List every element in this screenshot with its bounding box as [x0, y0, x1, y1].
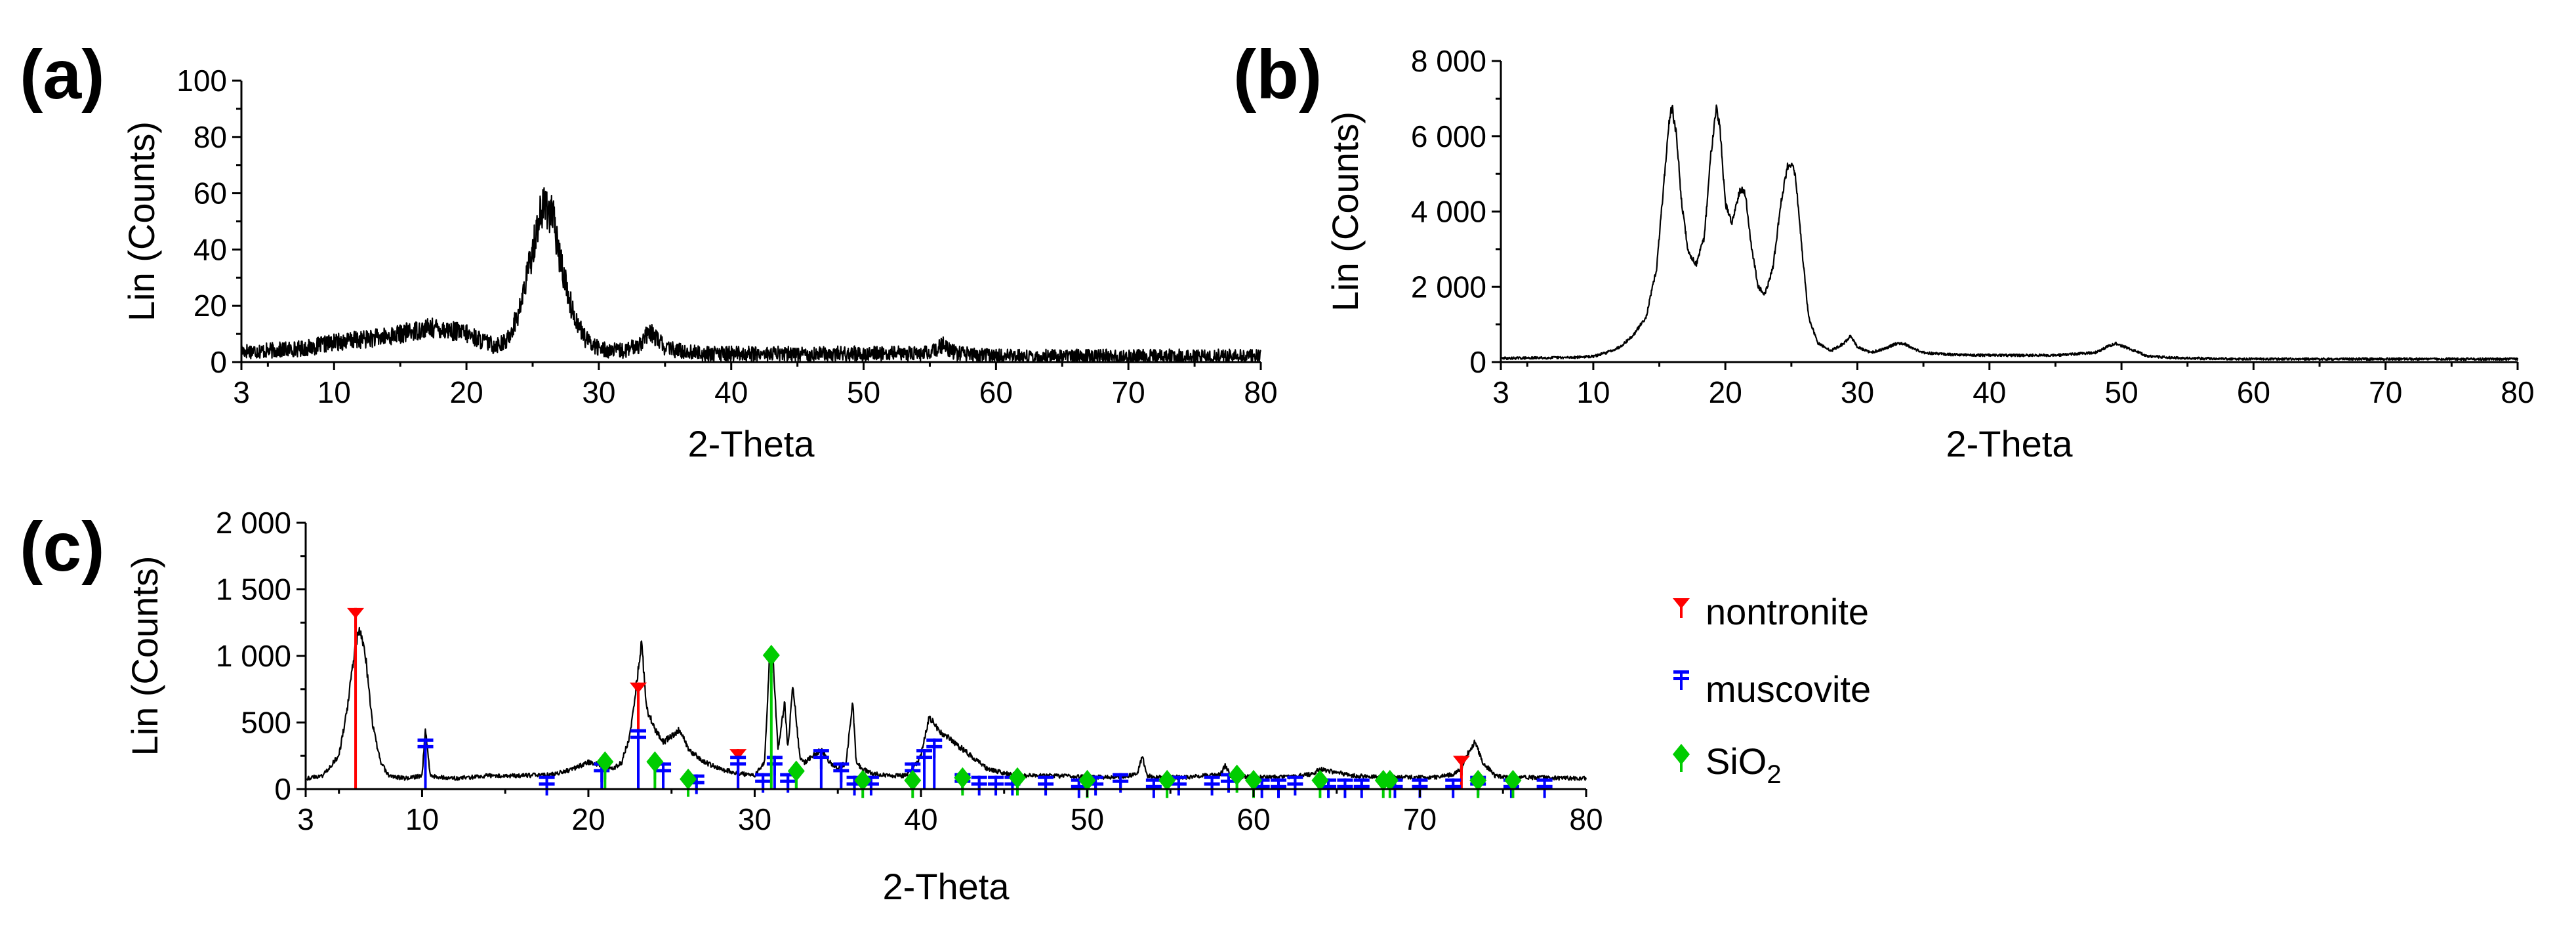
legend-label-nontronite: nontronite [1706, 591, 1869, 632]
sio2-marker-icon [1671, 743, 1691, 773]
legend-label-muscovite: muscovite [1706, 668, 1871, 710]
chart-panel-a: (a) 3 10 20 30 40 50 60 70 80 0 20 40 60 80 100 2-Theta… [20, 36, 1278, 464]
x-tick-label-a: 30 [582, 375, 615, 409]
y-tick-label-b: 8 000 [1411, 44, 1486, 78]
x-tick-label-b: 80 [2501, 375, 2534, 409]
x-tick-label-c: 60 [1237, 802, 1270, 836]
x-axis-title-c: 2-Theta [883, 866, 1010, 907]
x-tick-label-c: 20 [571, 802, 605, 836]
y-axis-title-b: Lin (Counts) [1324, 112, 1366, 312]
y-tick-label-b: 6 000 [1411, 119, 1486, 153]
reference-marker-muscovite [915, 748, 934, 771]
x-tick-label-c: 30 [738, 802, 771, 836]
x-tick-label-c: 10 [405, 802, 439, 836]
panel-label-c: (c) [20, 508, 105, 586]
y-tick-label-c: 2 000 [216, 506, 291, 540]
reference-marker-muscovite [970, 774, 989, 797]
x-tick-label-b: 50 [2105, 375, 2138, 409]
reference-marker-muscovite [832, 761, 851, 784]
x-tick-label-b: 10 [1576, 375, 1610, 409]
x-tick-label-a: 70 [1112, 375, 1145, 409]
y-tick-label-c: 0 [274, 772, 291, 806]
panel-label-a: (a) [20, 36, 105, 113]
legend-item-nontronite: nontronite [1671, 591, 1869, 632]
y-tick-label-a: 0 [210, 345, 227, 379]
x-tick-label-c: 70 [1403, 802, 1437, 836]
x-tick-label-a: 3 [233, 375, 250, 409]
reference-marker-nontronite [346, 606, 366, 629]
x-tick-label-b: 40 [1973, 375, 2006, 409]
reference-marker-muscovite [1286, 774, 1305, 797]
reference-marker-nontronite [628, 681, 649, 704]
legend: nontronite muscovite SiO2 [1671, 591, 1871, 789]
y-tick-label-a: 80 [194, 120, 227, 154]
data-series-line-a [240, 187, 1262, 363]
reference-marker-muscovite [629, 727, 648, 750]
x-tick-label-c: 50 [1071, 802, 1104, 836]
x-tick-label-c: 3 [297, 802, 314, 836]
x-tick-label-b: 30 [1841, 375, 1874, 409]
data-series-line-c [305, 626, 1587, 781]
y-tick-label-c: 1 500 [216, 573, 291, 607]
reference-marker-muscovite [765, 754, 784, 777]
reference-marker-sio2 [1503, 768, 1523, 800]
x-tick-label-a: 80 [1244, 375, 1277, 409]
reference-marker-muscovite [416, 737, 435, 760]
x-axis-title-b: 2-Theta [1946, 423, 2074, 464]
x-tick-label-a: 60 [979, 375, 1013, 409]
x-tick-label-b: 20 [1709, 375, 1742, 409]
y-tick-label-a: 40 [194, 232, 227, 266]
reference-marker-sio2 [761, 643, 781, 674]
legend-item-muscovite: muscovite [1672, 668, 1871, 710]
y-axis-title-c: Lin (Counts) [124, 556, 165, 756]
reference-marker-muscovite [1202, 774, 1221, 797]
panel-label-b: (b) [1233, 36, 1322, 113]
y-tick-label-a: 20 [194, 289, 227, 323]
x-tick-label-b: 60 [2237, 375, 2270, 409]
x-tick-label-c: 40 [904, 802, 937, 836]
x-tick-label-a: 40 [714, 375, 748, 409]
x-tick-label-a: 20 [450, 375, 483, 409]
reference-marker-muscovite [925, 737, 944, 760]
reference-marker-muscovite [1036, 774, 1055, 797]
x-tick-label-b: 70 [2369, 375, 2402, 409]
chart-panel-b: (b) 3 10 20 30 40 50 60 70 80 0 2 000 4 000 6 000 8 0… [1233, 36, 2535, 464]
y-tick-label-b: 2 000 [1411, 270, 1486, 304]
legend-label-sio2: SiO2 [1706, 741, 1782, 789]
y-tick-label-c: 500 [241, 706, 291, 740]
x-tick-label-b: 3 [1492, 375, 1509, 409]
reference-marker-muscovite [537, 774, 556, 797]
legend-item-sio2: SiO2 [1671, 741, 1782, 789]
y-tick-label-a: 60 [194, 176, 227, 211]
nontronite-marker-icon [1671, 597, 1691, 619]
reference-marker-muscovite [811, 748, 830, 771]
y-tick-label-b: 4 000 [1411, 195, 1486, 229]
x-tick-label-a: 50 [847, 375, 880, 409]
x-tick-label-c: 80 [1569, 802, 1603, 836]
chart-panel-c: (c) 3 10 20 30 40 50 60 70 80 0 500 1 000 1 500 2 000… [20, 506, 1603, 907]
y-axis-title-a: Lin (Counts) [121, 121, 162, 321]
y-tick-label-a: 100 [176, 64, 227, 98]
data-series-line-b [1500, 104, 2519, 361]
y-tick-label-b: 0 [1469, 345, 1486, 379]
muscovite-marker-icon [1672, 669, 1690, 691]
reference-marker-muscovite [987, 774, 1006, 797]
x-tick-label-a: 10 [317, 375, 351, 409]
x-axis-title-a: 2-Theta [688, 423, 815, 464]
y-tick-label-c: 1 000 [216, 639, 291, 673]
